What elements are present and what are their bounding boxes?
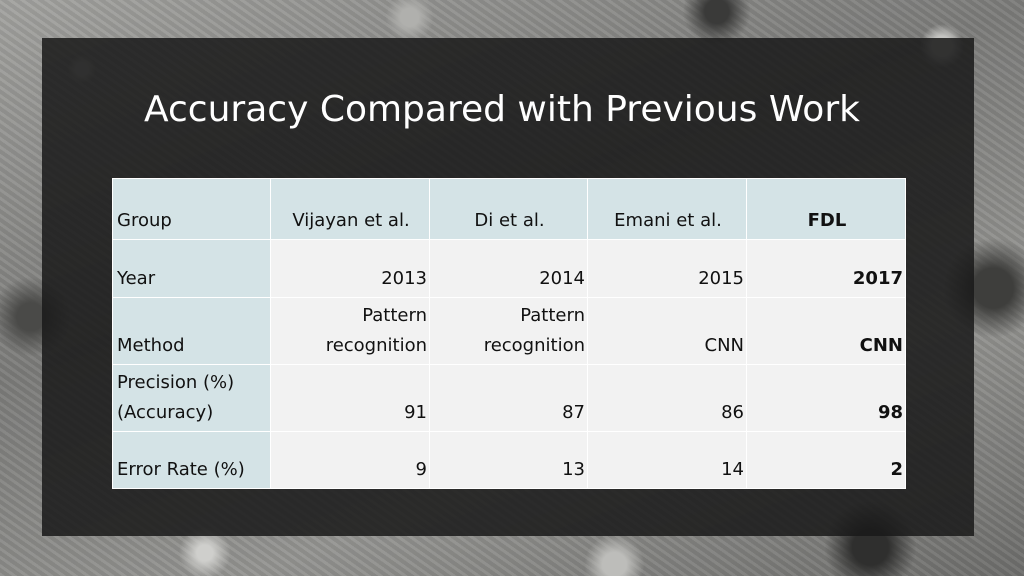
table-cell: 13	[429, 431, 588, 489]
row-label: Error Rate (%)	[112, 431, 271, 489]
table-cell: Pattern recognition	[429, 297, 588, 365]
table-cell: 14	[587, 431, 747, 489]
table-cell: 91	[270, 364, 430, 432]
table-cell: 87	[429, 364, 588, 432]
table-cell: 2015	[587, 239, 747, 298]
header-cell-group: Group	[112, 178, 271, 240]
table-cell-highlight: 2017	[746, 239, 906, 298]
table-cell: 2013	[270, 239, 430, 298]
table-row-error-rate: Error Rate (%) 9 13 14 2	[112, 431, 906, 489]
comparison-table: Group Vijayan et al. Di et al. Emani et …	[112, 178, 906, 489]
row-label: Precision (%) (Accuracy)	[112, 364, 271, 432]
row-label: Year	[112, 239, 271, 298]
table-cell: 86	[587, 364, 747, 432]
table-cell: CNN	[587, 297, 747, 365]
header-cell-di: Di et al.	[429, 178, 588, 240]
table-cell: Pattern recognition	[270, 297, 430, 365]
header-cell-fdl: FDL	[746, 178, 906, 240]
table-header-row: Group Vijayan et al. Di et al. Emani et …	[112, 178, 906, 240]
table-row-method: Method Pattern recognition Pattern recog…	[112, 297, 906, 365]
table-row-year: Year 2013 2014 2015 2017	[112, 239, 906, 298]
row-label: Method	[112, 297, 271, 365]
table-cell: 9	[270, 431, 430, 489]
table-cell-highlight: 2	[746, 431, 906, 489]
slide-title: Accuracy Compared with Previous Work	[144, 89, 860, 130]
header-cell-emani: Emani et al.	[587, 178, 747, 240]
table-cell-highlight: CNN	[746, 297, 906, 365]
table-cell-highlight: 98	[746, 364, 906, 432]
table-cell: 2014	[429, 239, 588, 298]
table-row-precision: Precision (%) (Accuracy) 91 87 86 98	[112, 364, 906, 432]
header-cell-vijayan: Vijayan et al.	[270, 178, 430, 240]
